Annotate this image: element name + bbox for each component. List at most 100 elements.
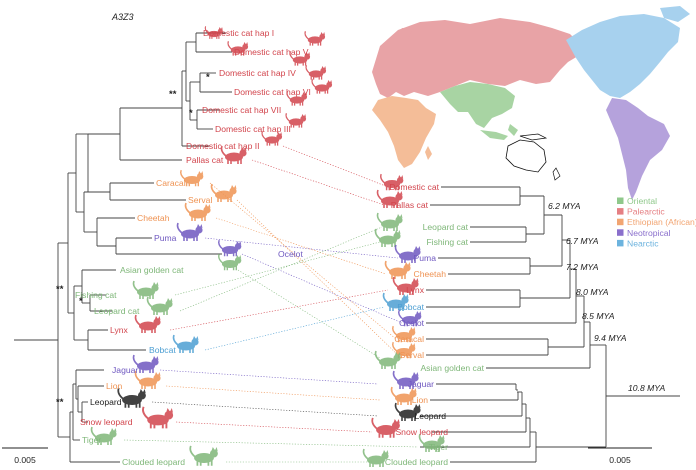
right-label-caracal: Caracal	[394, 334, 424, 344]
legend-swatch	[617, 208, 624, 215]
divergence-time-6-7: 6.7 MYA	[566, 236, 599, 246]
connection-caracal	[209, 182, 397, 340]
legend-label: Nearctic	[627, 238, 659, 248]
cat-silhouette-icon	[418, 433, 445, 452]
left-label-domestic-cat-hap-i: Domestic cat hap I	[203, 28, 274, 38]
connection-leopard-cat	[179, 226, 383, 312]
support-mark-panthera: **	[56, 397, 64, 408]
connection-domestic-cat	[282, 145, 389, 188]
cat-silhouette-icon	[304, 30, 326, 46]
cat-silhouette-icon	[384, 260, 411, 279]
cat-silhouette-icon	[289, 50, 311, 66]
legend-swatch	[617, 229, 624, 236]
cat-silhouette-icon	[180, 169, 204, 187]
cat-silhouette-icon	[132, 354, 159, 373]
node-support-marks: ** * * ** * **	[56, 72, 210, 408]
cat-silhouette-icon	[382, 292, 409, 311]
cat-silhouette-icon	[132, 280, 159, 299]
cat-silhouette-icon	[146, 296, 173, 315]
left-label-serval: Serval	[188, 195, 212, 205]
right-scale-bar: 0.005	[588, 447, 652, 465]
divergence-time-6-2: 6.2 MYA	[548, 201, 581, 211]
cat-silhouette-icon	[184, 202, 211, 221]
left-tip-labels: Domestic cat hap I Domestic cat hap V Do…	[75, 28, 311, 467]
legend-label: Neotropical	[627, 228, 671, 238]
left-scale-label: 0.005	[14, 455, 36, 465]
cat-silhouette-icon	[362, 448, 389, 467]
left-scale-bar: 0.005	[2, 447, 48, 465]
cat-silhouette-icon	[210, 183, 237, 202]
divergence-time-8-5: 8.5 MYA	[582, 311, 615, 321]
left-label-clouded-leopard: Clouded leopard	[122, 457, 185, 467]
cat-silhouette-icon	[392, 276, 419, 295]
connection-serval	[236, 199, 399, 356]
connection-cheetah	[215, 217, 387, 275]
right-label-puma: Puma	[414, 253, 437, 263]
left-label-leopard-cat: Leopard cat	[94, 306, 140, 316]
connection-jaguar	[159, 369, 379, 385]
cat-silhouette-icon	[374, 350, 401, 369]
cat-silhouette-icon	[392, 370, 419, 389]
left-label-leopard: Leopard	[90, 397, 122, 407]
connection-fishing-cat	[174, 241, 381, 296]
left-label-snow-leopard: Snow leopard	[80, 417, 133, 427]
left-label-caracal: Caracal	[156, 178, 186, 188]
right-label-snow-leopard: Snow leopard	[395, 427, 448, 437]
cat-silhouette-icon	[286, 90, 308, 106]
left-label-asian-golden-cat: Asian golden cat	[120, 265, 184, 275]
cat-silhouette-icon	[311, 78, 333, 94]
cat-silhouette-icon	[134, 314, 161, 333]
cat-silhouette-icon	[394, 244, 421, 263]
right-label-leopard: Leopard	[414, 411, 446, 421]
cat-silhouette-icon	[220, 145, 247, 164]
left-label-lion: Lion	[106, 381, 122, 391]
legend-label: Palearctic	[627, 207, 665, 217]
right-label-serval: Serval	[400, 350, 424, 360]
cat-silhouette-icon	[142, 406, 174, 429]
cat-silhouette-icon	[90, 426, 117, 445]
divergence-time-8-0: 8.0 MYA	[576, 287, 609, 297]
support-mark-domestic-clade: **	[169, 89, 177, 100]
right-label-domestic-cat: Domestic cat	[389, 182, 439, 192]
cat-silhouette-icon	[218, 239, 242, 257]
left-label-puma: Puma	[154, 233, 177, 243]
legend-label: Oriental	[627, 196, 657, 206]
cat-silhouette-icon	[134, 370, 161, 389]
right-scale-label: 0.005	[609, 455, 631, 465]
cat-silhouette-icon	[380, 173, 404, 191]
right-label-fishing-cat: Fishing cat	[426, 237, 468, 247]
right-label-cheetah: Cheetah	[414, 269, 447, 279]
map-region-nearctic	[566, 14, 680, 98]
right-species-tree	[420, 186, 680, 463]
left-label-domestic-cat-hap-v: Domestic cat hap V	[234, 47, 309, 57]
cat-silhouette-icon	[376, 212, 403, 231]
right-label-asian-golden-cat: Asian golden cat	[420, 363, 484, 373]
right-label-jaguar: Jaguar	[408, 379, 434, 389]
cat-silhouette-icon	[176, 222, 203, 241]
right-label-bobcat: Bobcat	[397, 302, 424, 312]
left-label-domestic-cat-hap-ii: Domestic cat hap II	[186, 141, 260, 151]
right-label-tiger: Tiger	[429, 442, 448, 452]
left-label-lynx: Lynx	[110, 325, 129, 335]
left-label-jaguar: Jaguar	[112, 365, 138, 375]
right-tip-labels: Domestic cat Pallas cat Leopard cat Fish…	[385, 182, 485, 467]
cat-silhouette-icon	[376, 189, 403, 208]
connection-lines	[123, 145, 419, 463]
connection-leopard	[151, 401, 379, 417]
left-label-domestic-cat-hap-vi: Domestic cat hap VI	[234, 87, 311, 97]
divergence-time-9-4: 9.4 MYA	[594, 333, 627, 343]
support-mark-hap-vii-iii: *	[189, 108, 193, 119]
support-mark-leopard-cat-lineage: **	[56, 284, 64, 295]
right-label-leopard-cat: Leopard cat	[423, 222, 469, 232]
map-region-neotropical	[606, 98, 670, 200]
left-gene-tree	[14, 32, 232, 463]
left-label-domestic-cat-hap-iv: Domestic cat hap IV	[219, 68, 296, 78]
cat-silhouette-icon	[374, 228, 401, 247]
connection-ocelot	[241, 253, 403, 324]
cat-silhouette-icon	[398, 309, 422, 327]
cat-silhouette-icon	[218, 253, 242, 271]
connection-tiger	[123, 439, 419, 448]
cat-silhouette-icon	[285, 112, 307, 128]
cat-silhouette-icon	[204, 26, 223, 39]
